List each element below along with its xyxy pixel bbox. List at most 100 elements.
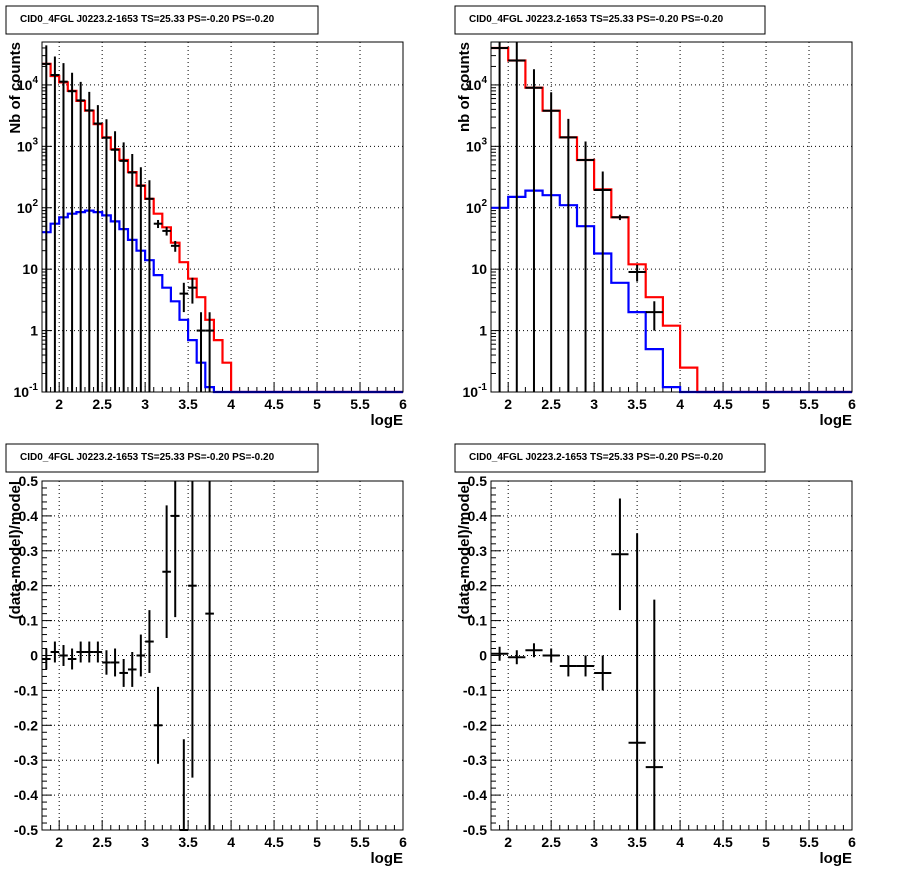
- y-tick-label: -0.5: [463, 822, 487, 838]
- data-point: [542, 648, 560, 663]
- x-tick-label: 6: [399, 396, 407, 412]
- data-point: [611, 214, 629, 221]
- plot-title: CID0_4FGL J0223.2-1653 TS=25.33 PS=-0.20…: [469, 14, 724, 25]
- x-tick-label: 4: [676, 834, 684, 850]
- title-box: [5, 5, 319, 35]
- y-tick-label: 103: [17, 136, 39, 154]
- data-point: [559, 655, 577, 677]
- data-point: [170, 240, 180, 252]
- data-point: [179, 739, 189, 831]
- x-tick-label: 5: [762, 396, 770, 412]
- plot-frame: [41, 480, 404, 831]
- x-tick-label: 3.5: [627, 396, 647, 412]
- y-tick-label: -0.3: [463, 752, 487, 768]
- y-tick-label: 103: [466, 136, 488, 154]
- data-point: [153, 686, 163, 764]
- plot-frame: [490, 480, 853, 831]
- data-point: [59, 63, 68, 392]
- x-tick-label: 2.5: [541, 396, 561, 412]
- x-tick-label: 5.5: [350, 396, 370, 412]
- x-tick-label: 2: [55, 396, 63, 412]
- data-point: [110, 131, 120, 392]
- data-point: [153, 219, 163, 229]
- data-point: [645, 301, 663, 331]
- data-point: [93, 641, 103, 663]
- y-tick-label: 0.1: [19, 613, 39, 629]
- x-tick-label: 3: [141, 396, 149, 412]
- x-tick-label: 4: [676, 396, 684, 412]
- plot-title: CID0_4FGL J0223.2-1653 TS=25.33 PS=-0.20…: [20, 14, 275, 25]
- x-tick-label: 4.5: [264, 396, 284, 412]
- y-tick-label: -0.2: [463, 717, 487, 733]
- data-point: [645, 599, 663, 830]
- y-axis-label: (data-model)/model: [7, 481, 24, 619]
- y-tick-label: 0.3: [468, 543, 488, 559]
- x-tick-label: 4: [227, 834, 235, 850]
- data-point: [491, 42, 509, 392]
- x-tick-label: 5: [313, 396, 321, 412]
- data-point: [179, 282, 189, 313]
- y-tick-label: 104: [17, 75, 39, 93]
- x-tick-label: 2: [55, 834, 63, 850]
- y-tick-label: 0: [30, 648, 38, 664]
- data-point: [542, 92, 560, 392]
- x-tick-label: 4.5: [713, 396, 733, 412]
- histogram-series-2: [491, 189, 852, 394]
- y-tick-label: 0.5: [468, 473, 488, 489]
- x-tick-label: 3: [590, 834, 598, 850]
- x-tick-label: 2.5: [541, 834, 561, 850]
- histogram-series-1: [42, 62, 403, 394]
- y-tick-label: -0.5: [14, 822, 38, 838]
- y-tick-label: -0.4: [463, 787, 487, 803]
- y-tick-label: 10-1: [14, 382, 39, 400]
- data-point: [525, 643, 543, 658]
- data-point: [576, 655, 595, 677]
- y-tick-label: -0.1: [14, 682, 38, 698]
- data-point: [67, 72, 77, 392]
- histogram-series-1: [491, 46, 852, 394]
- x-tick-label: 5: [313, 834, 321, 850]
- x-tick-label: 3.5: [178, 396, 198, 412]
- x-tick-label: 6: [848, 396, 856, 412]
- data-point: [559, 118, 577, 392]
- data-point: [508, 42, 526, 392]
- data-point: [525, 69, 543, 392]
- x-axis-label: logE: [820, 850, 853, 867]
- y-tick-label: -0.2: [14, 717, 38, 733]
- x-tick-label: 3.5: [627, 834, 647, 850]
- data-point: [102, 650, 111, 675]
- y-tick-label: 1: [479, 323, 487, 339]
- data-point: [594, 171, 612, 392]
- x-tick-label: 3: [141, 834, 149, 850]
- x-tick-label: 5.5: [350, 834, 370, 850]
- x-axis-label: logE: [371, 412, 404, 429]
- histogram-series-2: [42, 209, 403, 394]
- data-point: [127, 652, 137, 687]
- data-point: [93, 105, 103, 392]
- plot-title: CID0_4FGL J0223.2-1653 TS=25.33 PS=-0.20…: [20, 452, 275, 463]
- data-point: [42, 648, 51, 670]
- y-axis-label: nb of counts: [456, 42, 473, 132]
- data-point: [50, 56, 60, 392]
- y-tick-label: 0.3: [19, 543, 39, 559]
- data-point: [188, 277, 197, 304]
- x-tick-label: 4.5: [264, 834, 284, 850]
- data-point: [188, 481, 197, 778]
- y-tick-label: 10: [22, 261, 38, 277]
- y-tick-label: 1: [30, 323, 38, 339]
- y-tick-label: 0.4: [468, 508, 488, 524]
- x-tick-label: 3.5: [178, 834, 198, 850]
- data-point: [594, 655, 612, 691]
- y-tick-label: 102: [17, 198, 39, 216]
- y-tick-label: -0.4: [14, 787, 38, 803]
- data-point: [59, 645, 68, 666]
- data-point: [76, 641, 85, 663]
- data-point: [145, 610, 154, 673]
- y-tick-label: -0.3: [14, 752, 38, 768]
- title-box: [454, 5, 766, 35]
- data-point: [119, 142, 128, 392]
- x-tick-label: 3: [590, 396, 598, 412]
- y-tick-label: 0.1: [468, 613, 488, 629]
- data-point: [196, 312, 206, 392]
- plot-panel-1: CID0_4FGL J0223.2-1653 TS=25.33 PS=-0.20…: [5, 5, 407, 429]
